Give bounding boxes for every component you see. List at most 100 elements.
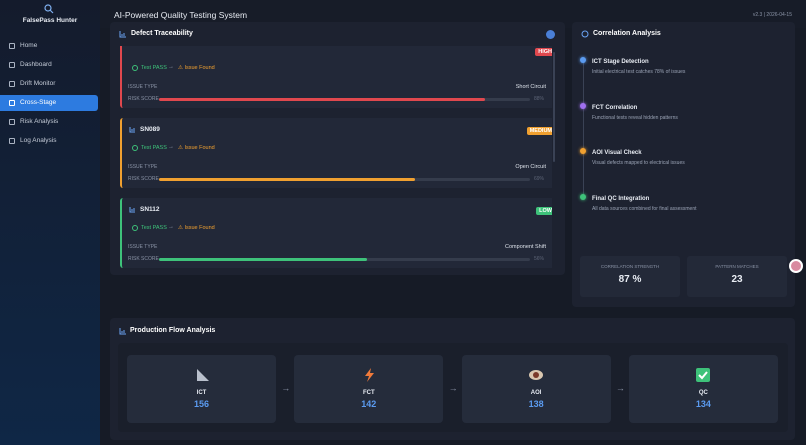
risk-bar bbox=[159, 178, 415, 181]
item-desc: Functional tests reveal hidden patterns bbox=[592, 114, 678, 121]
card-icon bbox=[129, 127, 135, 133]
panel-title: Correlation Analysis bbox=[593, 30, 661, 37]
scrollbar[interactable] bbox=[553, 52, 555, 162]
item-desc: Initial electrical test catches 78% of i… bbox=[592, 69, 686, 75]
item-title: ICT Stage Detection bbox=[592, 59, 649, 65]
flow-arrow: → bbox=[615, 383, 625, 393]
sidebar: FalsePass Hunter Home Dashboard Drift Mo… bbox=[0, 0, 100, 445]
stage-card[interactable]: QC 134 bbox=[628, 355, 778, 423]
panel-badge[interactable] bbox=[546, 30, 555, 39]
stage-card[interactable]: ICT 156 bbox=[127, 355, 276, 423]
risk-bar bbox=[159, 98, 486, 101]
pass-icon bbox=[132, 225, 138, 231]
defect-card[interactable]: SN112 LOW Test PASS → ⚠ Issue Found ISSU… bbox=[120, 198, 552, 268]
nav-item[interactable]: Log Analysis bbox=[0, 133, 100, 149]
issue-text: Issue Found bbox=[184, 145, 215, 151]
item-desc: All data sources combined for final asse… bbox=[592, 205, 697, 212]
panel-title: Production Flow Analysis bbox=[130, 327, 216, 334]
arrow: → bbox=[168, 224, 174, 230]
issue-status: ⚠ Issue Found bbox=[178, 145, 215, 151]
defect-card[interactable]: HIGH Test PASS → ⚠ Issue Found ISSUE TYP… bbox=[120, 46, 552, 108]
issue-type: Component Shift bbox=[505, 244, 546, 250]
nav-item[interactable]: Home bbox=[0, 38, 100, 54]
stage-name: AOI bbox=[530, 390, 542, 396]
nav-label: Risk Analysis bbox=[20, 118, 59, 125]
timeline-dot bbox=[580, 102, 586, 109]
test-result: Test PASS bbox=[141, 65, 167, 71]
issue-label: ISSUE TYPE bbox=[128, 164, 158, 170]
issue-type: Short Circuit bbox=[515, 84, 546, 90]
risk-track bbox=[159, 98, 530, 101]
stage-icon bbox=[364, 368, 374, 382]
risk-value: 56% bbox=[534, 256, 545, 262]
issue-label: ISSUE TYPE bbox=[128, 84, 158, 90]
search-icon[interactable] bbox=[44, 4, 54, 14]
nav-item-active[interactable]: Cross-Stage bbox=[0, 95, 98, 111]
stage-icon bbox=[529, 370, 544, 380]
item-title: AOI Visual Check bbox=[592, 150, 642, 156]
stage-count: 156 bbox=[193, 399, 210, 409]
card-list: HIGH Test PASS → ⚠ Issue Found ISSUE TYP… bbox=[112, 46, 552, 272]
issue-type: Open Circuit bbox=[515, 164, 546, 170]
stage-name: QC bbox=[698, 390, 708, 396]
stat-value: 87 % bbox=[618, 274, 642, 285]
risk-label: RISK SCORE bbox=[128, 256, 159, 262]
stage-count: 134 bbox=[695, 399, 711, 409]
defect-card[interactable]: SN089 MEDIUM Test PASS → ⚠ Issue Found I… bbox=[120, 118, 552, 188]
stat-label: CORRELATION STRENGTH bbox=[600, 264, 660, 269]
arrow: → bbox=[168, 144, 174, 150]
risk-bar bbox=[159, 258, 367, 261]
item-desc: Visual defects mapped to electrical issu… bbox=[592, 160, 685, 166]
timeline-dot bbox=[580, 148, 586, 154]
timeline bbox=[582, 60, 584, 198]
stage-count: 142 bbox=[361, 399, 377, 409]
severity-badge: HIGH bbox=[535, 48, 552, 56]
issue-text: Issue Found bbox=[184, 65, 215, 71]
panel-title: Defect Traceability bbox=[131, 30, 193, 37]
stage-icon bbox=[696, 368, 711, 382]
card-id: SN089 bbox=[140, 126, 160, 133]
timeline-dot bbox=[580, 193, 586, 200]
risk-track bbox=[159, 178, 530, 181]
nav-item[interactable]: Dashboard bbox=[0, 57, 100, 73]
nav-label: Dashboard bbox=[20, 61, 52, 68]
item-title: Final QC Integration bbox=[592, 195, 650, 202]
nav-label: Home bbox=[20, 42, 38, 49]
stage-count: 138 bbox=[528, 399, 544, 409]
stage-card[interactable]: FCT 142 bbox=[294, 355, 444, 423]
stat-label: PATTERN MATCHES bbox=[715, 264, 759, 269]
test-result: Test PASS bbox=[141, 145, 167, 151]
timeline-dot bbox=[580, 57, 586, 63]
panel-icon bbox=[581, 30, 589, 38]
item-title: FCT Correlation bbox=[592, 104, 638, 111]
chart-icon bbox=[119, 328, 126, 335]
test-result: Test PASS bbox=[141, 225, 167, 231]
issue-status: ⚠ Issue Found bbox=[178, 225, 215, 231]
nav-item[interactable]: Risk Analysis bbox=[0, 114, 100, 130]
pass-icon bbox=[132, 65, 138, 71]
stage-name: ICT bbox=[196, 390, 207, 396]
arrow: → bbox=[168, 64, 174, 70]
issue-label: ISSUE TYPE bbox=[128, 244, 158, 250]
floating-button[interactable] bbox=[789, 259, 803, 273]
nav-label: Drift Monitor bbox=[20, 80, 56, 87]
card-id: SN112 bbox=[140, 206, 160, 213]
app-title: FalsePass Hunter bbox=[22, 17, 78, 24]
header-title: AI-Powered Quality Testing System bbox=[114, 10, 248, 20]
version: v2.3 | 2026-04-15 bbox=[752, 12, 792, 18]
stage-icon bbox=[196, 369, 209, 381]
stage-name: FCT bbox=[362, 390, 375, 396]
risk-value: 69% bbox=[534, 176, 545, 182]
chart-icon bbox=[119, 31, 126, 38]
card-icon bbox=[129, 207, 135, 213]
pass-icon bbox=[132, 145, 138, 151]
risk-value: 88% bbox=[534, 96, 545, 102]
correlation-panel: Correlation Analysis ICT Stage Detection… bbox=[572, 22, 795, 307]
flow-arrow: → bbox=[448, 383, 458, 393]
defect-panel: Defect Traceability HIGH Test PASS → ⚠ I… bbox=[110, 22, 565, 275]
stat-value: 23 bbox=[731, 274, 743, 285]
stage-card[interactable]: AOI 138 bbox=[461, 355, 611, 423]
nav-item[interactable]: Drift Monitor bbox=[0, 76, 100, 92]
stat-box: CORRELATION STRENGTH 87 % bbox=[580, 256, 680, 297]
